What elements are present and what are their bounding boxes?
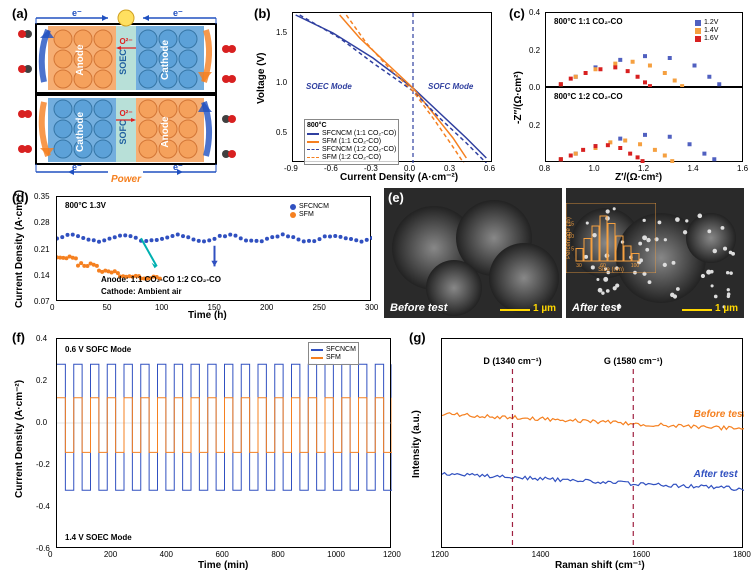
panel-g-raman: (g) Before test After test D (1340 cm⁻¹) G … — [405, 328, 750, 576]
panel-d-cathode-text: Cathode: Ambient air — [101, 287, 182, 296]
panel-d-title: 800°C 1.3V — [65, 201, 106, 210]
svg-text:10: 10 — [568, 234, 574, 240]
panel-b-legend: 800°C SFCNCM (1:1 CO₂-CO)SFM (1:1 CO₂-CO… — [304, 119, 399, 165]
svg-text:60: 60 — [600, 263, 606, 269]
svg-text:30: 30 — [576, 263, 582, 269]
panel-c-bot-title: 800°C 1:2 CO₂-CO — [554, 92, 623, 101]
panel-d-legend-items: SFCNCMSFM — [290, 203, 329, 218]
svg-text:e⁻: e⁻ — [72, 162, 82, 172]
svg-text:G (1580 cm⁻¹): G (1580 cm⁻¹) — [604, 356, 663, 366]
sem-after-label: After test — [572, 302, 620, 314]
panel-b-ylabel: Voltage (V) — [256, 53, 267, 104]
svg-text:e⁻: e⁻ — [173, 8, 183, 18]
sem-after: Size (nm)Percentage (%)510153060100 Afte… — [566, 188, 744, 318]
sem-before-label: Before test — [390, 302, 447, 314]
svg-text:O²⁻: O²⁻ — [119, 109, 132, 118]
svg-text:Cathode: Cathode — [75, 112, 86, 152]
svg-text:100: 100 — [631, 263, 640, 269]
panel-b-legend-items: SFCNCM (1:1 CO₂-CO)SFM (1:1 CO₂-CO)SFCNC… — [307, 130, 396, 161]
svg-text:5: 5 — [571, 247, 574, 253]
panel-d-label: (d) — [12, 190, 29, 205]
svg-text:Before test: Before test — [694, 409, 744, 420]
panel-c-legend-items: 1.2V1.4V1.6V — [695, 19, 718, 42]
panel-a-schematic: (a) Anode Cathode Cathode A — [8, 4, 243, 184]
svg-text:SOEC: SOEC — [118, 49, 128, 75]
panel-f-plot: 0.6 V SOFC Mode 1.4 V SOEC Mode — [56, 338, 391, 548]
svg-text:Power: Power — [111, 174, 142, 184]
panel-g-plot: Before test After test D (1340 cm⁻¹) G (158… — [441, 338, 743, 548]
panel-a-label: (a) — [12, 6, 28, 21]
sem-before: Before test 1 µm — [384, 188, 562, 318]
panel-g-svg: Before test After test D (1340 cm⁻¹) G (158… — [442, 339, 744, 549]
sem-after-scale: 1 µm — [682, 303, 738, 314]
svg-text:SOFC: SOFC — [118, 119, 128, 145]
panel-b-iv-curves: (b) Voltage (V) Current Density (A·cm⁻²)… — [250, 4, 500, 184]
panel-d-ylabel: Current Density (A·cm⁻²) — [14, 190, 25, 308]
panel-e-sem: (e) Before test 1 µm Size (nm)Percentage… — [384, 188, 746, 323]
panel-f-cycling: (f) 0.6 V SOFC Mode 1.4 V SOEC Mode Curr… — [8, 328, 398, 576]
panel-c-bot-plot: 800°C 1:2 CO₂-CO — [545, 87, 743, 162]
panel-g-label: (g) — [409, 330, 426, 345]
panel-c-nyquist: (c) 800°C 1:1 CO₂-CO 800°C 1:2 CO₂-CO -Z… — [505, 4, 750, 184]
panel-g-ylabel: Intensity (a.u.) — [411, 410, 422, 478]
panel-b-label: (b) — [254, 6, 271, 21]
schematic-svg: Anode Cathode Cathode Anode SOEC SOFC e⁻… — [8, 4, 243, 184]
panel-f-soec-text: 1.4 V SOEC Mode — [65, 533, 132, 542]
svg-text:After test: After test — [693, 469, 739, 480]
panel-d-legend: SFCNCMSFM — [288, 200, 331, 221]
panel-c-xlabel: Z′/(Ω·cm²) — [615, 172, 662, 183]
panel-c-legend: 1.2V1.4V1.6V — [693, 16, 720, 45]
panel-b-xlabel: Current Density (A·cm⁻²) — [340, 172, 458, 183]
panel-f-legend-items: SFCNCMSFM — [311, 346, 356, 361]
panel-g-xlabel: Raman shift (cm⁻¹) — [555, 560, 645, 571]
svg-text:Cathode: Cathode — [160, 40, 171, 80]
svg-text:O²⁻: O²⁻ — [119, 37, 132, 46]
panel-d-anode-text: Anode: 1:1 CO₂-CO 1:2 CO₂-CO — [101, 275, 221, 284]
sem-inset-histogram: Size (nm)Percentage (%)510153060100 — [566, 203, 656, 273]
panel-f-label: (f) — [12, 330, 25, 345]
panel-c-top-title: 800°C 1:1 CO₂-CO — [554, 17, 623, 26]
panel-d-stability: (d) 800°C 1.3V Anode: 1:1 CO₂-CO 1:2 CO₂… — [8, 188, 378, 323]
panel-b-legend-title: 800°C — [307, 122, 396, 129]
panel-b-soec-text: SOEC Mode — [306, 82, 352, 91]
svg-text:e⁻: e⁻ — [173, 162, 183, 172]
panel-e-label: (e) — [388, 190, 404, 205]
panel-f-svg — [57, 339, 392, 549]
svg-text:Anode: Anode — [160, 116, 171, 148]
panel-c-ylabel: -Z″/(Ω·cm²) — [513, 71, 524, 124]
panel-f-sofc-text: 0.6 V SOFC Mode — [65, 345, 131, 354]
svg-text:Anode: Anode — [75, 44, 86, 76]
svg-text:15: 15 — [568, 222, 574, 228]
panel-f-xlabel: Time (min) — [198, 560, 248, 571]
panel-f-legend: SFCNCMSFM — [308, 342, 359, 365]
svg-text:D (1340 cm⁻¹): D (1340 cm⁻¹) — [483, 356, 541, 366]
panel-f-ylabel: Current Density (A·cm⁻²) — [14, 380, 25, 498]
panel-b-sofc-text: SOFC Mode — [428, 82, 473, 91]
sem-before-svg — [384, 188, 562, 318]
panel-c-label: (c) — [509, 6, 525, 21]
sem-before-scale: 1 µm — [500, 303, 556, 314]
svg-text:e⁻: e⁻ — [72, 8, 82, 18]
